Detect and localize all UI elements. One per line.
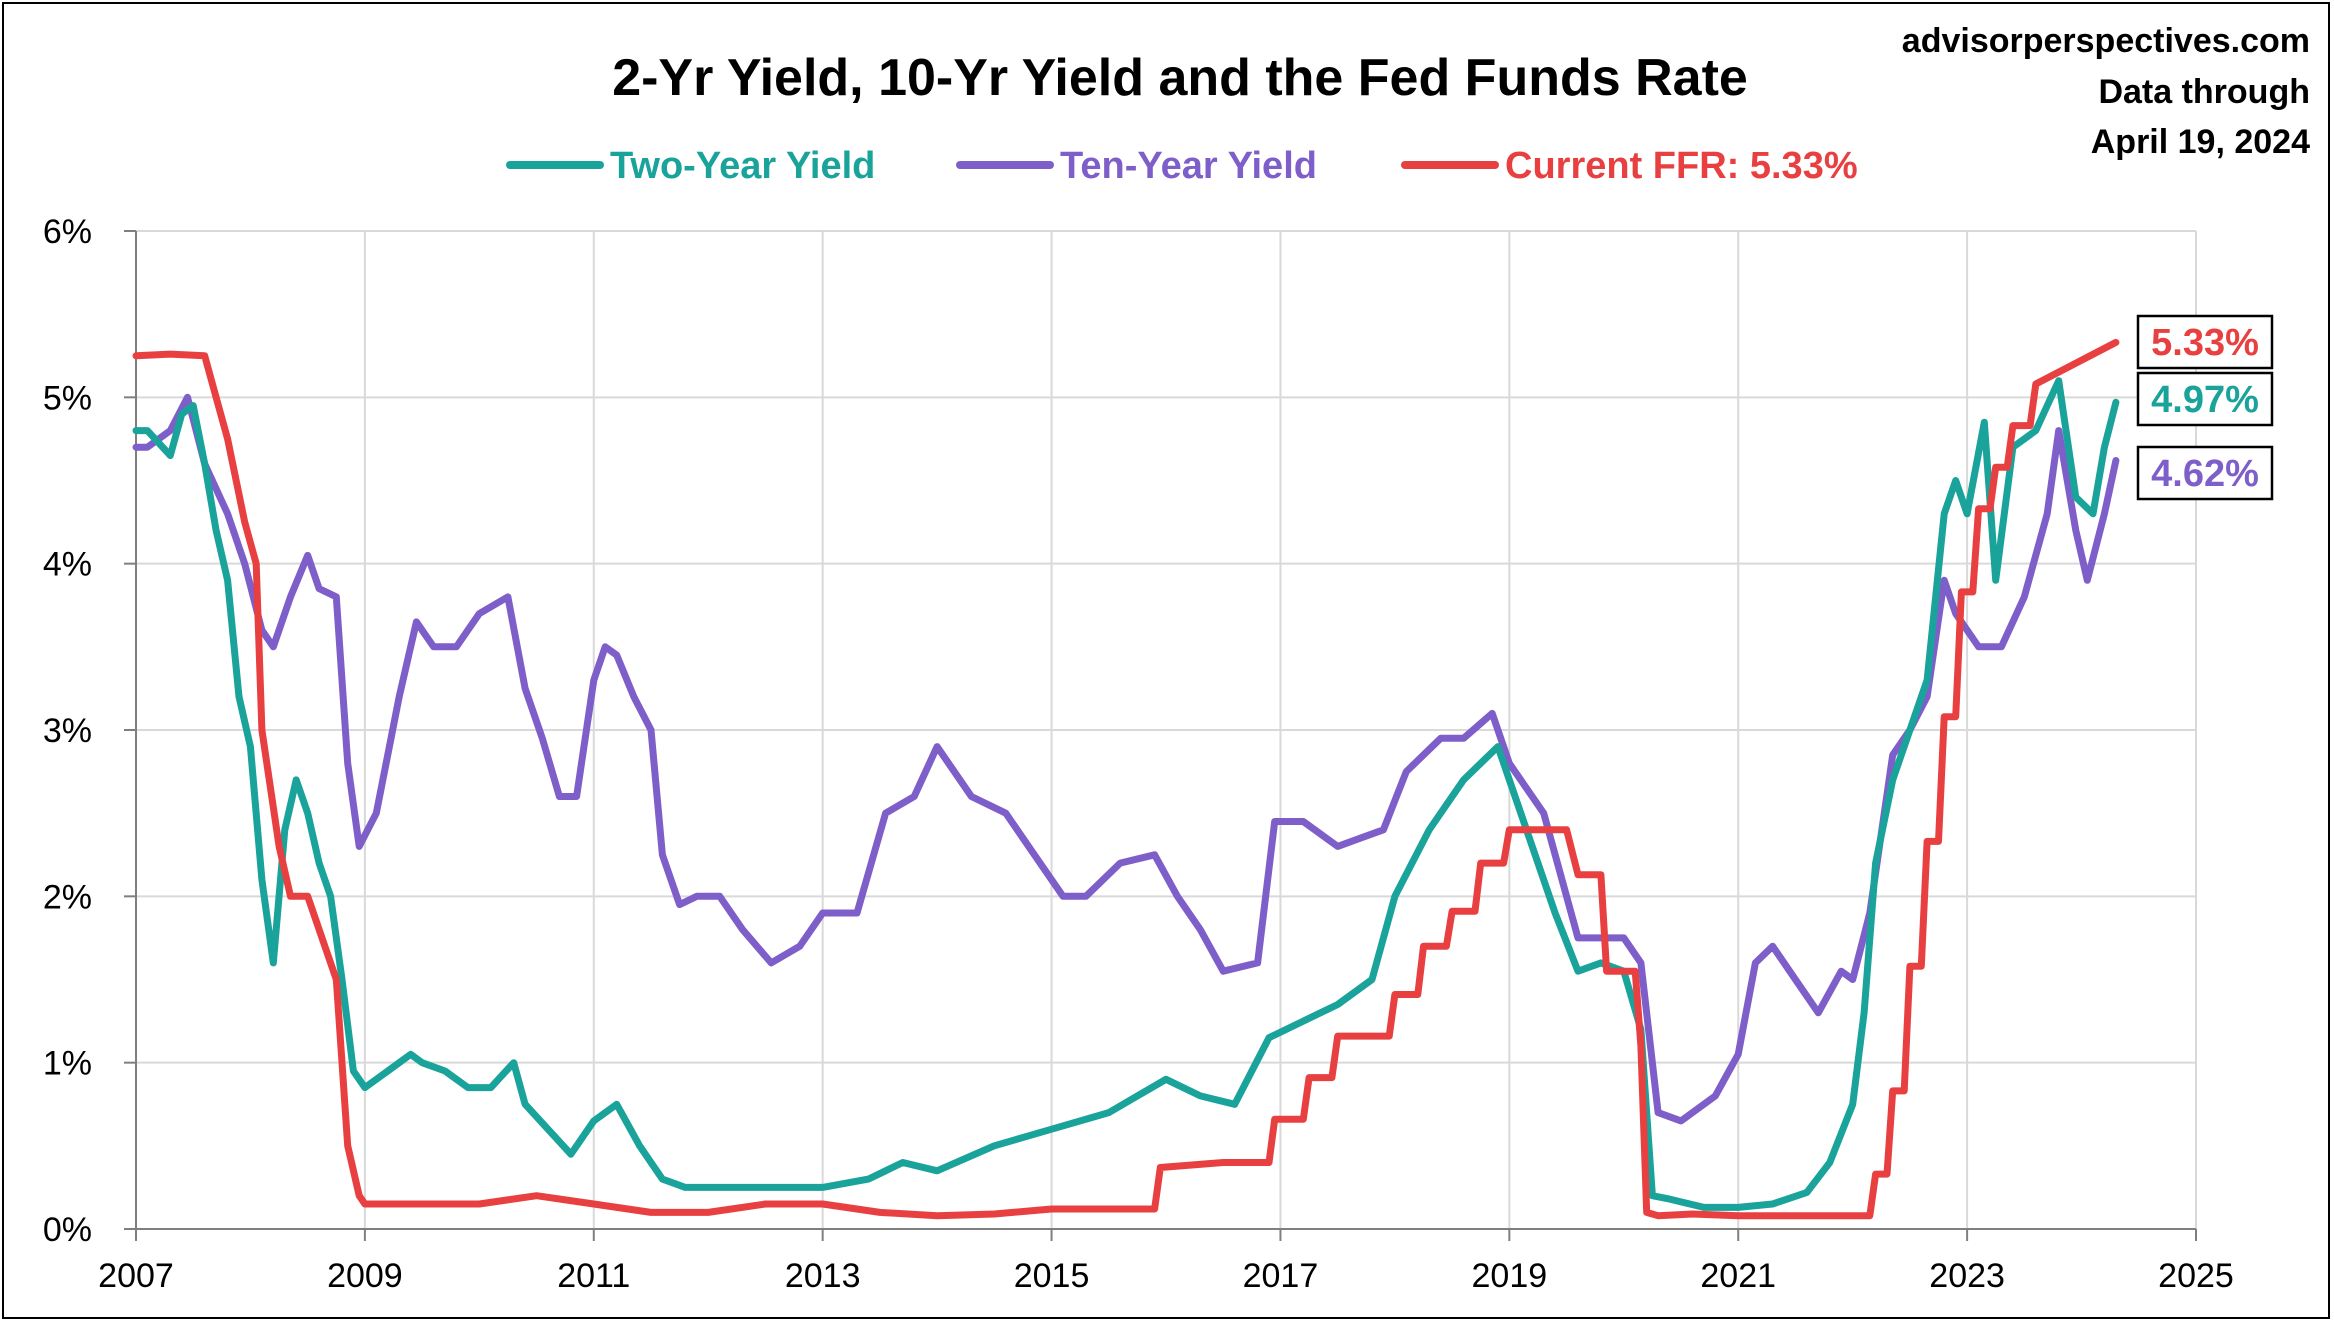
- x-tick-label: 2015: [1014, 1257, 1090, 1295]
- y-tick-label: 1%: [43, 1045, 92, 1083]
- data-note-line2: April 19, 2024: [2091, 123, 2310, 161]
- y-tick-label: 0%: [43, 1211, 92, 1249]
- end-label-box: [2136, 314, 2274, 370]
- end-labels: 5.33% 4.97% 4.62%: [2136, 314, 2274, 501]
- y-tick-label: 3%: [43, 712, 92, 750]
- source-label: advisorperspectives.com: [1902, 22, 2310, 60]
- x-tick-label: 2025: [2158, 1257, 2234, 1295]
- end-label-text: 5.33%: [2151, 322, 2259, 364]
- x-tick-label: 2007: [98, 1257, 174, 1295]
- legend-label: Two-Year Yield: [610, 145, 875, 187]
- x-tick-label: 2021: [1700, 1257, 1776, 1295]
- x-tick-label: 2017: [1243, 1257, 1319, 1295]
- end-label-box: [2136, 445, 2274, 501]
- legend: Two-Year Yield Ten-Year Yield Current FFR:…: [506, 145, 1858, 187]
- y-axis-ticks: 0% 1% 2% 3% 4% 5% 6%: [43, 213, 136, 1249]
- chart-title: 2-Yr Yield, 10-Yr Yield and the Fed Fund…: [612, 49, 1748, 107]
- y-tick-label: 5%: [43, 379, 92, 417]
- x-tick-label: 2009: [327, 1257, 403, 1295]
- plot-area: [132, 338, 2120, 1220]
- end-label-text: 4.97%: [2151, 379, 2259, 421]
- x-axis-ticks: 2007 2009 2011 2013 2015 2017 2019 2021 2023 2025: [98, 1229, 2234, 1295]
- legend-label: Current FFR: 5.33%: [1505, 145, 1858, 187]
- series-line-two-year: [132, 377, 2120, 1211]
- x-tick-label: 2013: [785, 1257, 861, 1295]
- y-tick-label: 2%: [43, 878, 92, 916]
- legend-label: Ten-Year Yield: [1060, 145, 1317, 187]
- x-tick-label: 2011: [557, 1257, 630, 1295]
- x-tick-label: 2019: [1472, 1257, 1548, 1295]
- series-line-ten-year: [132, 393, 2120, 1125]
- y-tick-label: 6%: [43, 213, 92, 251]
- series-line-ffr: [132, 338, 2120, 1220]
- end-label-box: [2136, 371, 2274, 427]
- y-tick-label: 4%: [43, 546, 92, 584]
- end-label-text: 4.62%: [2151, 453, 2259, 495]
- x-tick-label: 2023: [1929, 1257, 2005, 1295]
- data-note-line1: Data through: [2098, 73, 2310, 111]
